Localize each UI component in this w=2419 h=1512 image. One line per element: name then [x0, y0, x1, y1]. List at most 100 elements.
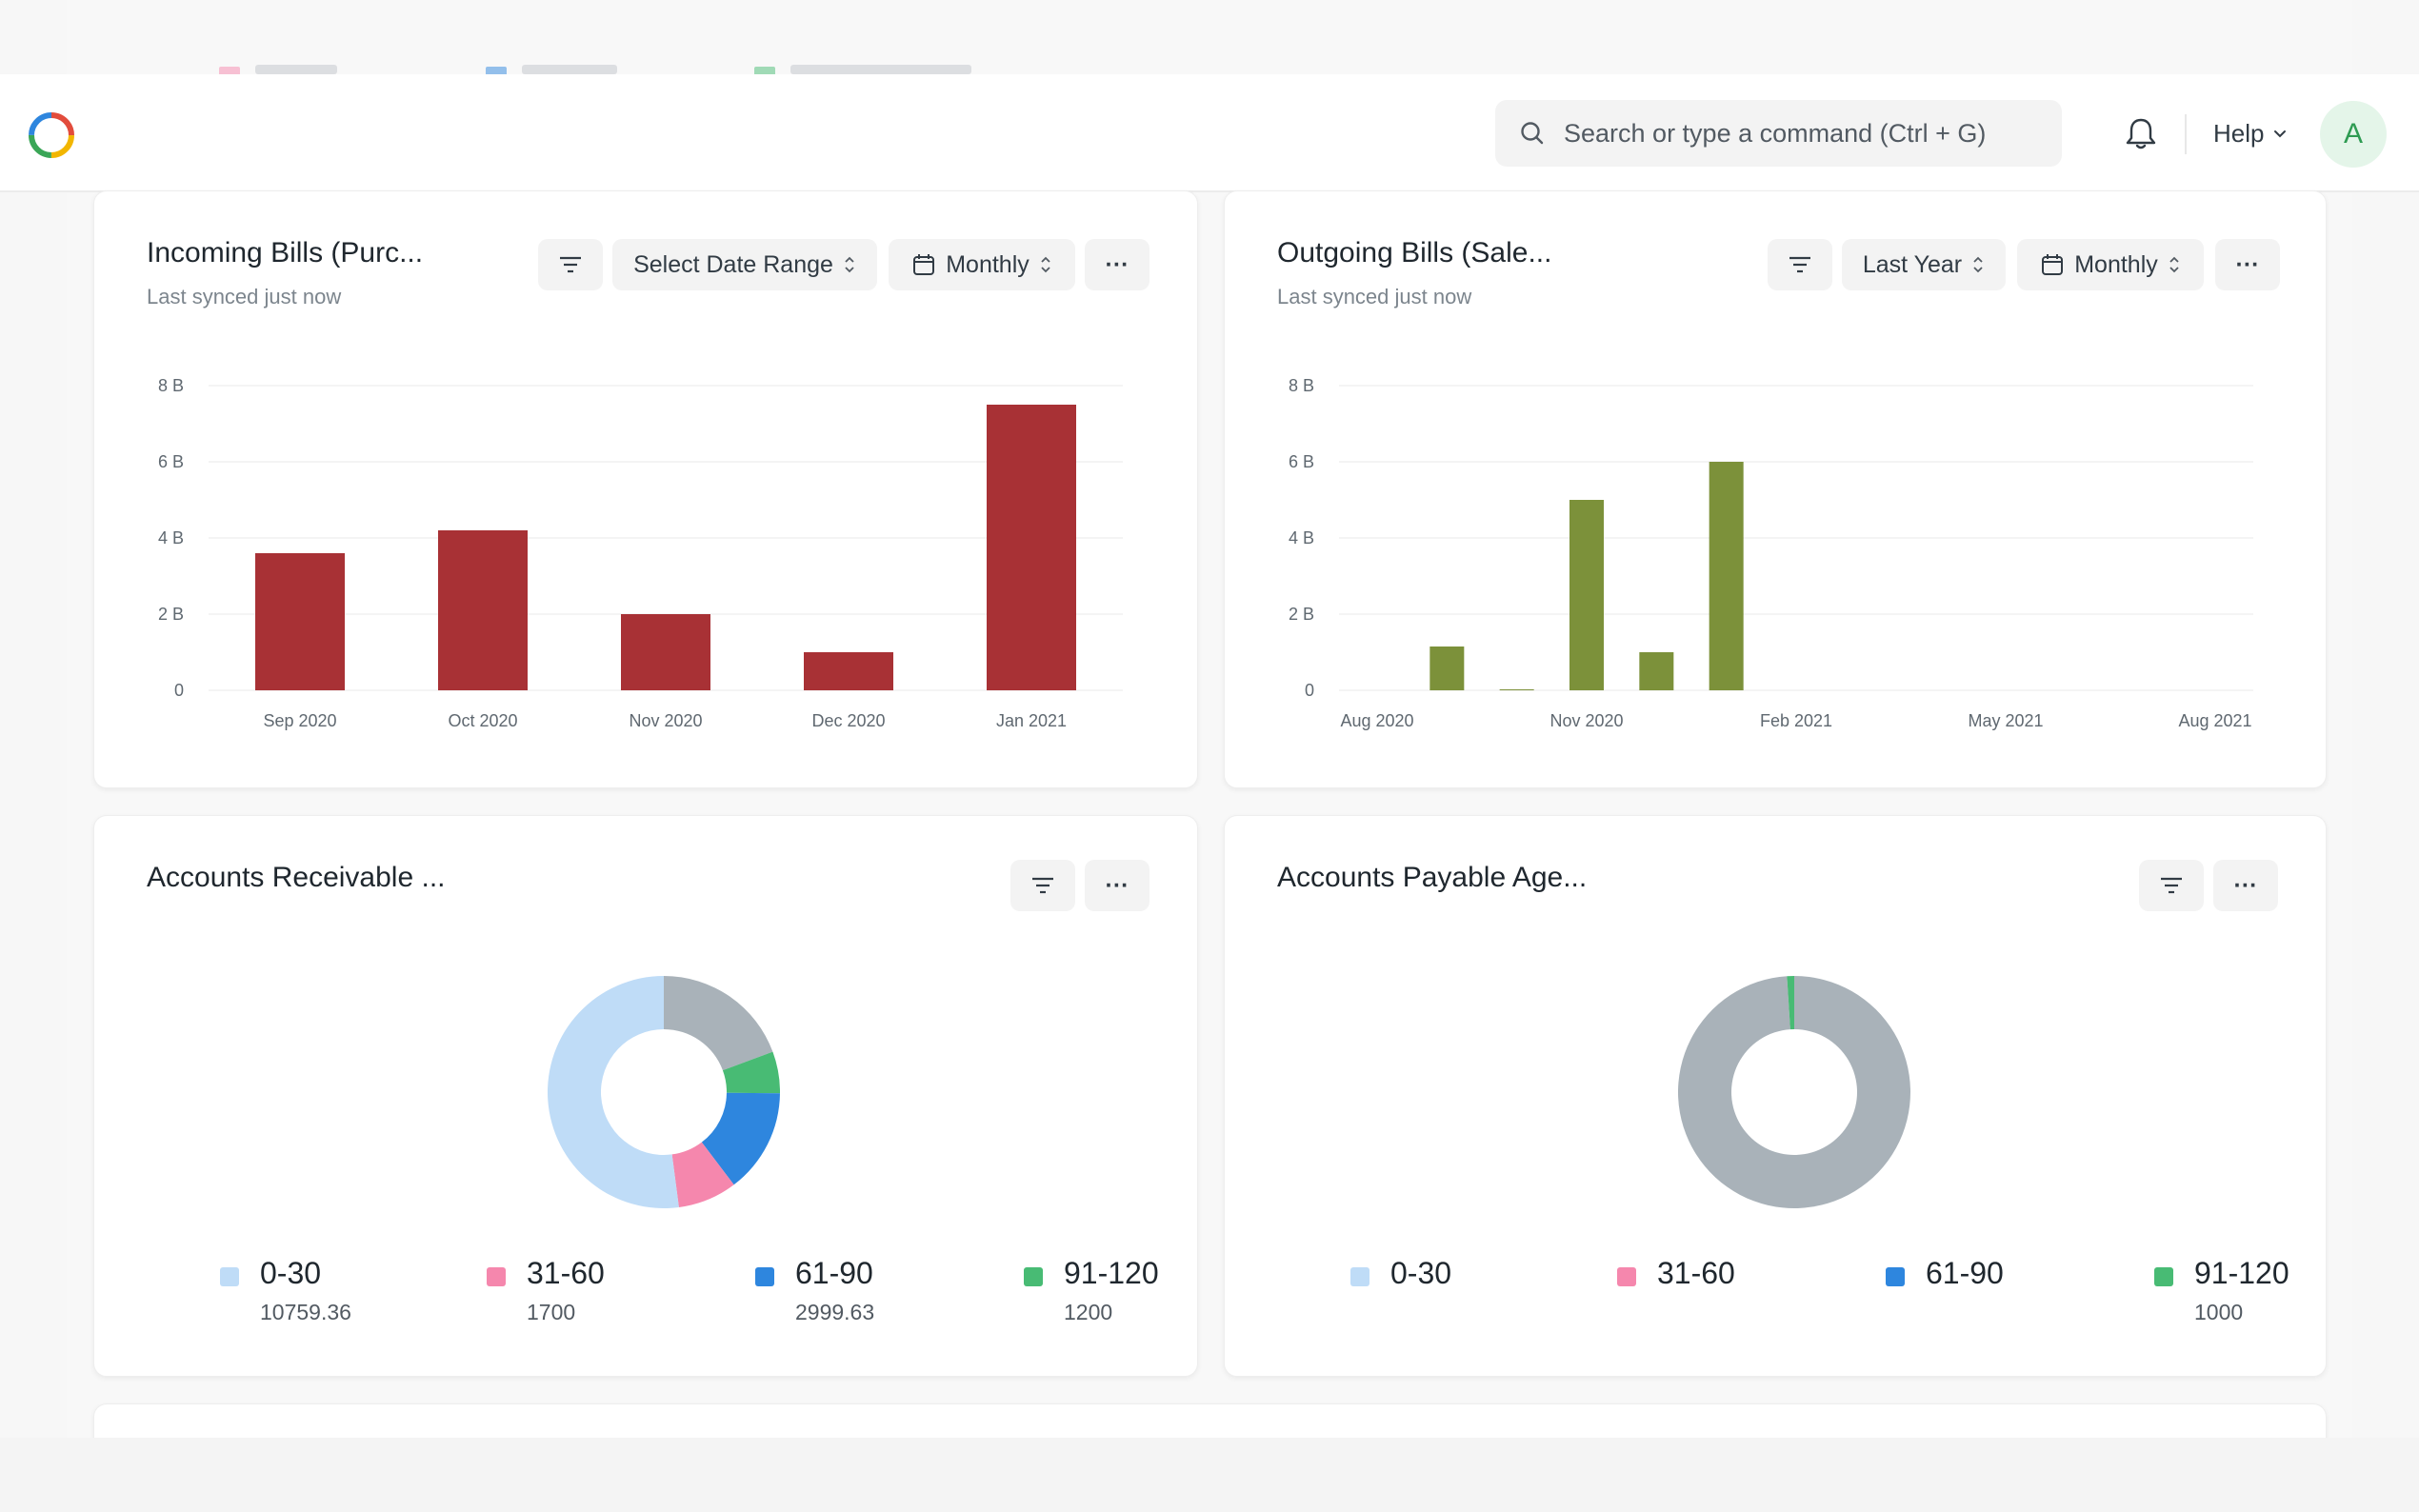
legend-value: 10759.36 [260, 1300, 351, 1324]
bar [987, 405, 1076, 690]
app-logo-icon[interactable] [27, 110, 76, 160]
bar [1569, 500, 1604, 690]
legend-swatch [1886, 1267, 1905, 1286]
interval-label: Monthly [2074, 250, 2158, 278]
interval-select[interactable]: Monthly [889, 239, 1075, 290]
top-navbar: Help A [0, 74, 2419, 192]
legend-swatch [2154, 1267, 2173, 1286]
y-tick-label: 2 B [158, 605, 184, 624]
bar [438, 530, 528, 690]
legend-swatch [1617, 1267, 1636, 1286]
more-options-button[interactable]: ··· [2215, 239, 2280, 290]
x-tick-label: Sep 2020 [263, 711, 336, 730]
legend-value: 1700 [527, 1300, 576, 1324]
x-tick-label: Nov 2020 [629, 711, 702, 730]
legend-label: 61-90 [795, 1256, 873, 1290]
donut-slice [722, 1051, 780, 1094]
sort-arrows-icon [1041, 256, 1050, 273]
x-tick-label: Aug 2021 [2178, 711, 2251, 730]
x-tick-label: Nov 2020 [1549, 711, 1623, 730]
card-title: Accounts Payable Age... [1277, 862, 1588, 893]
filter-button[interactable] [1010, 860, 1075, 911]
y-tick-label: 4 B [1289, 528, 1314, 547]
card-title: Outgoing Bills (Sale... [1277, 237, 1552, 269]
legend-value: 2999.63 [795, 1300, 875, 1324]
legend-label: 31-60 [1657, 1256, 1735, 1290]
card-title: Incoming Bills (Purc... [147, 237, 424, 269]
search-input[interactable] [1564, 118, 2040, 149]
search-icon [1521, 122, 1544, 145]
filter-icon [560, 256, 581, 273]
notification-bell-icon[interactable] [2122, 114, 2160, 152]
accounts-payable-donut [1678, 976, 1910, 1208]
bar [1709, 462, 1744, 690]
navbar-divider [2185, 114, 2187, 154]
bar [1499, 689, 1534, 690]
legend-swatch [755, 1267, 774, 1286]
more-options-button[interactable]: ··· [1085, 860, 1150, 911]
bar [1639, 652, 1674, 690]
legend-label: 31-60 [527, 1256, 605, 1290]
donut-slice [1678, 976, 1910, 1208]
legend-swatch [487, 1267, 506, 1286]
bar [1429, 647, 1465, 690]
legend-swatch [1350, 1267, 1369, 1286]
legend-swatch [1024, 1267, 1043, 1286]
help-dropdown[interactable]: Help [2213, 114, 2289, 152]
date-range-select[interactable]: Select Date Range [612, 239, 877, 290]
filter-button[interactable] [538, 239, 603, 290]
x-tick-label: Feb 2021 [1760, 711, 1832, 730]
calendar-icon [2042, 254, 2064, 275]
more-options-button[interactable]: ··· [1085, 239, 1150, 290]
donut-slice [701, 1092, 780, 1185]
y-tick-label: 2 B [1289, 605, 1314, 624]
legend-label: 0-30 [260, 1256, 322, 1290]
x-tick-label: Oct 2020 [448, 711, 517, 730]
bar [255, 553, 345, 690]
legend-label: 0-30 [1390, 1256, 1452, 1290]
calendar-icon [913, 254, 935, 275]
avatar[interactable]: A [2320, 101, 2387, 168]
y-tick-label: 0 [1305, 681, 1314, 700]
x-tick-label: May 2021 [1968, 711, 2043, 730]
sort-arrows-icon [2169, 256, 2179, 273]
filter-icon [1032, 877, 1053, 894]
interval-select[interactable]: Monthly [2017, 239, 2204, 290]
filter-button[interactable] [1768, 239, 1832, 290]
x-tick-label: Dec 2020 [811, 711, 885, 730]
legend-value: 1000 [2194, 1300, 2244, 1324]
accounts-payable-card: Accounts Payable Age... ··· 0-30 31-60 6… [1224, 815, 2327, 1377]
date-range-select[interactable]: Last Year [1842, 239, 2006, 290]
interval-label: Monthly [946, 250, 1030, 278]
incoming-bills-card: Incoming Bills (Purc... Last synced just… [93, 190, 1198, 788]
accounts-receivable-card: Accounts Receivable ... ··· 0-30 10759.3… [93, 815, 1198, 1377]
y-tick-label: 6 B [1289, 452, 1314, 471]
legend-label: 61-90 [1926, 1256, 2004, 1290]
more-options-button[interactable]: ··· [2213, 860, 2278, 911]
filter-icon [2161, 877, 2182, 894]
filter-icon [1789, 256, 1810, 273]
card-subtitle: Last synced just now [1277, 285, 1472, 308]
bar [621, 614, 710, 690]
x-tick-label: Aug 2020 [1340, 711, 1413, 730]
search-bar[interactable] [1495, 100, 2062, 167]
card-subtitle: Last synced just now [147, 285, 342, 308]
incoming-bills-chart: 0 2 B 4 B 6 B 8 B Sep 2020 Oct 2020 Nov 2020 Dec… [158, 376, 1123, 730]
chevron-down-icon [2274, 130, 2287, 138]
scrolled-legend-remnant [0, 63, 2419, 78]
donut-slice [664, 976, 773, 1071]
bottom-fade [0, 1438, 2419, 1512]
date-range-label: Select Date Range [633, 250, 833, 278]
date-range-label: Last Year [1862, 250, 1963, 278]
y-tick-label: 4 B [158, 528, 184, 547]
sort-arrows-icon [845, 256, 854, 273]
y-tick-label: 8 B [1289, 376, 1314, 395]
card-title: Accounts Receivable ... [147, 862, 446, 893]
filter-button[interactable] [2139, 860, 2204, 911]
accounts-receivable-donut [547, 976, 780, 1208]
outgoing-bills-card: Outgoing Bills (Sale... Last synced just… [1224, 190, 2327, 788]
legend-label: 91-120 [1064, 1256, 1159, 1290]
donut-slice [671, 1142, 734, 1207]
y-tick-label: 8 B [158, 376, 184, 395]
y-tick-label: 6 B [158, 452, 184, 471]
